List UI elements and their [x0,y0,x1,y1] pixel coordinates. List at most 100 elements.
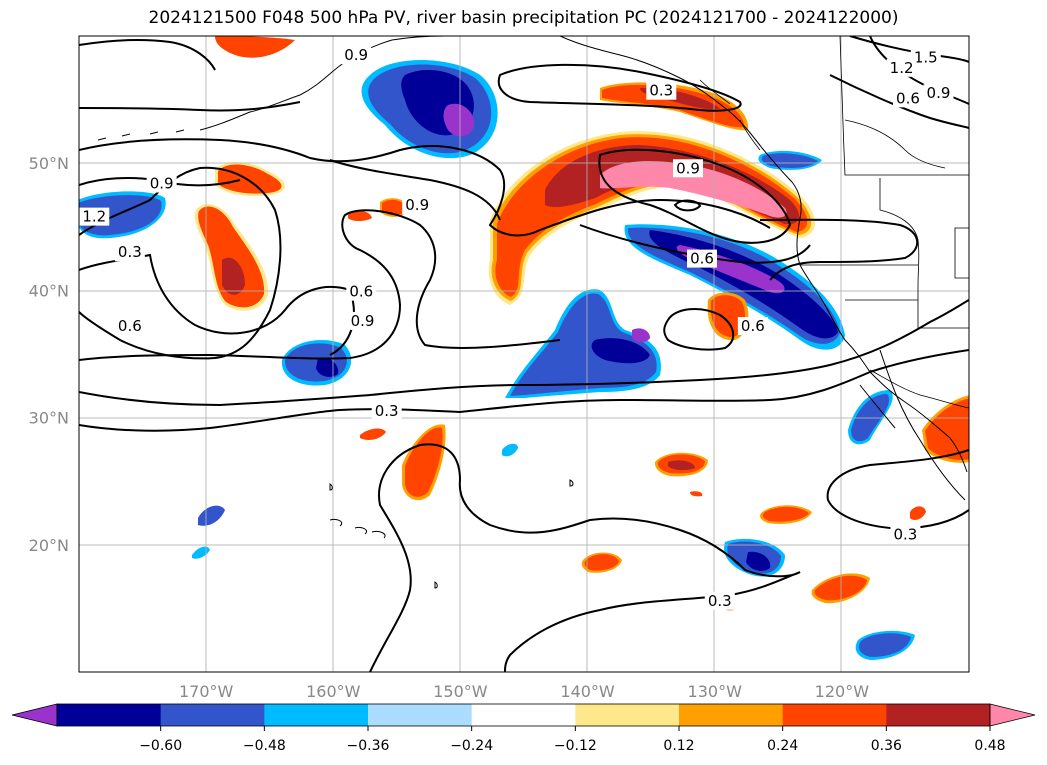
colorbar-swatch [886,704,991,726]
colorbar-tick-label: −0.24 [450,738,493,754]
colorbar-tick-label: 0.12 [663,738,694,754]
precip-blob [405,427,443,497]
colorbar-tick-label: −0.36 [347,738,390,754]
precip-blob [348,210,372,221]
contour-label-bg [402,196,433,215]
pv-contour [579,224,811,264]
contour-label: 1.5 [914,49,938,67]
contour-label-bg [114,243,145,262]
colorbar: −0.60 −0.48 −0.36 −0.24 −0.12 0.12 0.24 0.36 0.4… [11,703,1036,754]
precip-blob [632,328,650,343]
contour-label-bg [737,317,768,336]
pv-contour [79,166,282,360]
gridlines [79,36,969,672]
colorbar-swatch [782,704,887,726]
precip-blob [591,338,650,364]
lon-tick-label: 170°W [179,682,234,701]
lon-tick-label: 160°W [306,682,361,701]
contour-label: 0.6 [118,317,142,335]
lat-tick-label: 30°N [29,409,69,428]
lat-tick-label: 40°N [29,281,69,300]
precip-blob [584,554,619,571]
pv-contour [79,101,301,112]
colorbar-tick-label: 0.24 [767,738,798,754]
colorbar-extend-low [11,703,58,727]
precip-blob [858,633,911,657]
colorbar-swatch [575,704,680,726]
contour-label: 0.3 [893,526,917,544]
contour-label: 0.9 [676,159,700,177]
contour-label: 0.3 [649,82,673,100]
precip-blob [510,293,657,396]
colorbar-swatch [471,704,576,726]
map-frame [78,35,970,673]
precip-blob [215,36,295,58]
contour-label: 0.3 [118,243,142,261]
pv-contour [598,148,792,244]
contour-label-bg [910,48,941,67]
pv-contour [79,38,216,71]
colorbar-swatch [160,704,265,726]
contour-label: 0.9 [351,312,375,330]
contour-label-bg [114,317,145,336]
precip-positive-shading [194,36,969,611]
precip-blob [502,443,518,457]
coastlines [97,36,969,589]
colorbar-extend-high [989,703,1036,727]
precip-blob [545,145,800,225]
precip-blob [690,491,703,497]
precip-blob [198,206,265,308]
precip-blob [198,505,225,526]
precip-blob [360,428,386,440]
contour-label: 0.9 [344,46,368,64]
precip-blob [600,161,787,218]
contour-label-bg [146,174,177,193]
pv-contour [497,63,742,112]
pv-contour [663,308,735,351]
lat-tick-label: 50°N [29,154,69,173]
pv-contour [79,209,561,361]
precip-blob [222,257,245,295]
contour-label: 1.2 [890,59,914,77]
contour-label-bg [341,46,372,65]
colorbar-tick-label: −0.12 [554,738,597,754]
contour-label: 0.3 [375,402,399,420]
contour-label-bg [79,207,110,226]
lat-tick-label: 20°N [29,536,69,555]
contour-label-bg [704,591,735,610]
colorbar-swatch [368,704,473,726]
pv-contour [829,74,969,129]
colorbar-swatch [57,704,162,726]
contour-label: 0.9 [150,175,174,193]
contour-label: 0.9 [405,196,429,214]
pv-contour [79,299,969,407]
precip-negative-shading [79,60,915,660]
map-title: 2024121500 F048 500 hPa PV, river basin … [148,8,899,28]
pv-contour [79,349,969,432]
lon-tick-label: 120°W [815,682,870,701]
precip-blob [443,103,475,137]
contour-label: 0.6 [896,89,920,107]
precip-blob [925,398,969,460]
colorbar-tick-label: −0.60 [139,738,182,754]
latitude-tick-labels: 50°N 40°N 30°N 20°N [29,154,69,555]
precip-blob [762,506,809,522]
contour-label-bg [371,402,402,421]
longitude-tick-labels: 170°W 160°W 150°W 140°W 130°W 120°W [179,682,869,701]
contour-label: 0.6 [349,283,373,301]
precip-blob [602,84,745,128]
pv-contour [759,218,919,281]
contour-label: 0.6 [741,317,765,335]
contour-label-bg [892,89,923,108]
precip-blob [382,199,408,216]
contour-label: 0.3 [708,592,732,610]
precip-blob [746,551,771,571]
pv-contour [826,449,969,530]
contour-label-bg [687,249,717,268]
contour-label: 1.2 [82,208,106,226]
precip-blob [668,460,695,471]
contour-label-bg [923,84,954,103]
lon-tick-label: 130°W [688,682,743,701]
contour-label-bg [673,159,704,178]
